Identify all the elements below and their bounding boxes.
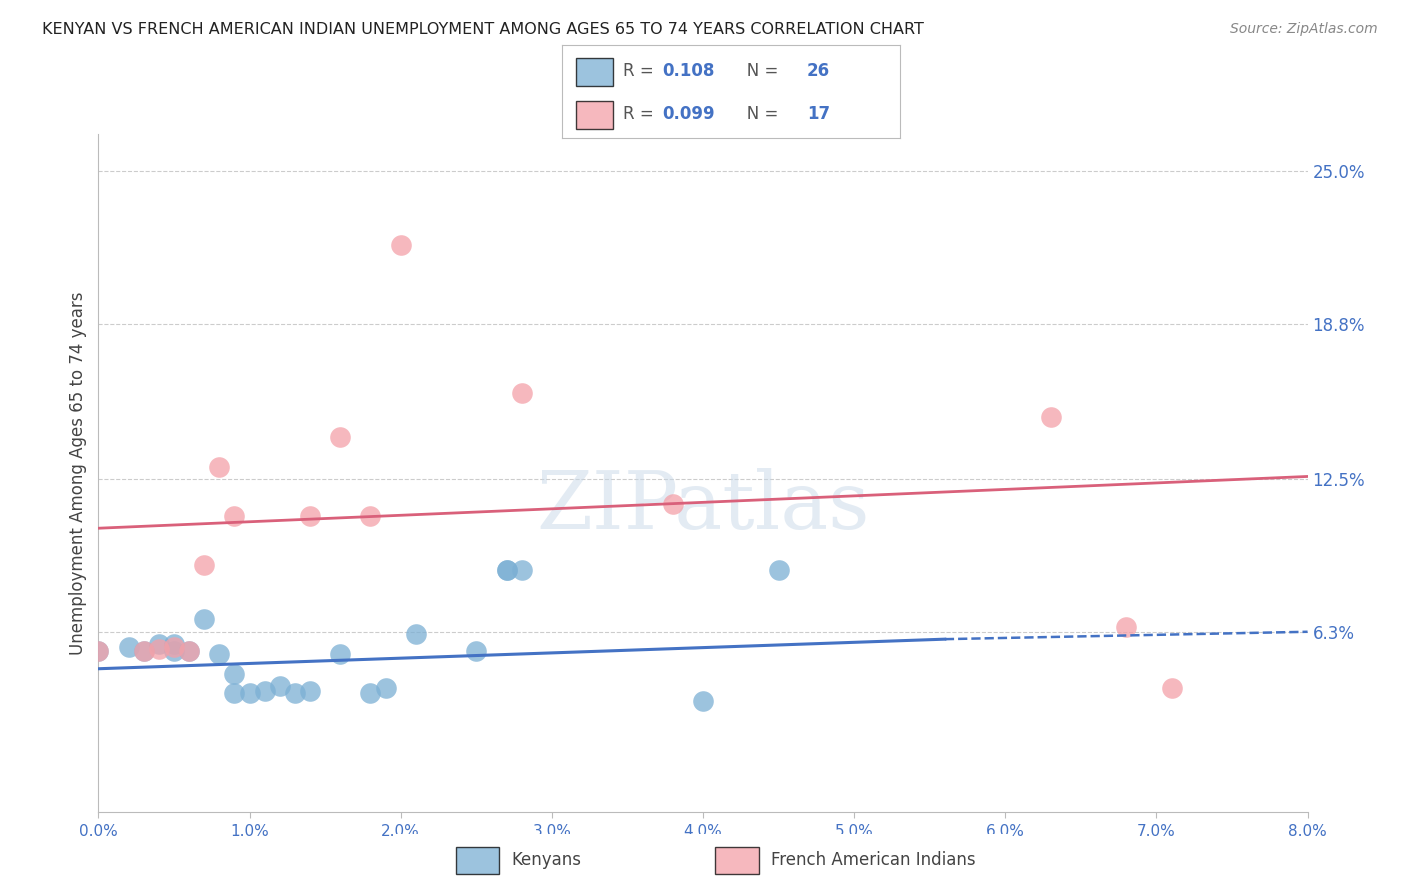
Point	[179, 644, 201, 658]
Text: 17: 17	[807, 105, 830, 123]
Point	[208, 459, 231, 474]
Point	[465, 644, 488, 658]
Text: N =: N =	[731, 62, 783, 79]
Text: KENYAN VS FRENCH AMERICAN INDIAN UNEMPLOYMENT AMONG AGES 65 TO 74 YEARS CORRELAT: KENYAN VS FRENCH AMERICAN INDIAN UNEMPLO…	[42, 22, 924, 37]
Point	[239, 686, 262, 700]
Point	[193, 558, 215, 573]
Point	[1039, 410, 1062, 425]
Point	[132, 644, 155, 658]
FancyBboxPatch shape	[456, 847, 499, 874]
Point	[179, 644, 201, 658]
Point	[118, 640, 141, 654]
Point	[1115, 620, 1137, 634]
Point	[224, 666, 246, 681]
FancyBboxPatch shape	[576, 101, 613, 129]
Point	[495, 563, 517, 577]
Text: 26: 26	[807, 62, 830, 79]
Point	[389, 237, 412, 252]
Text: ZIPatlas: ZIPatlas	[536, 467, 870, 546]
Text: N =: N =	[731, 105, 783, 123]
Text: French American Indians: French American Indians	[770, 851, 976, 869]
Point	[692, 694, 714, 708]
Point	[87, 644, 110, 658]
Point	[87, 644, 110, 658]
Text: Kenyans: Kenyans	[512, 851, 581, 869]
Point	[768, 563, 790, 577]
Point	[132, 644, 155, 658]
Point	[148, 642, 170, 657]
Point	[269, 679, 291, 693]
Text: R =: R =	[623, 62, 659, 79]
Point	[253, 684, 276, 698]
FancyBboxPatch shape	[716, 847, 759, 874]
Point	[224, 686, 246, 700]
Point	[224, 508, 246, 523]
Point	[405, 627, 427, 641]
Point	[299, 684, 322, 698]
Point	[360, 686, 382, 700]
Y-axis label: Unemployment Among Ages 65 to 74 years: Unemployment Among Ages 65 to 74 years	[69, 291, 87, 655]
Point	[510, 563, 533, 577]
Text: R =: R =	[623, 105, 659, 123]
Point	[163, 640, 186, 654]
Text: Source: ZipAtlas.com: Source: ZipAtlas.com	[1230, 22, 1378, 37]
Point	[374, 681, 396, 696]
Point	[329, 430, 352, 444]
Text: 0.108: 0.108	[662, 62, 714, 79]
Text: 0.099: 0.099	[662, 105, 714, 123]
Point	[208, 647, 231, 661]
Point	[510, 385, 533, 400]
Point	[299, 508, 322, 523]
Point	[163, 644, 186, 658]
Point	[662, 497, 685, 511]
Point	[193, 612, 215, 626]
Point	[148, 637, 170, 651]
Point	[1160, 681, 1182, 696]
Point	[495, 563, 517, 577]
Point	[163, 637, 186, 651]
FancyBboxPatch shape	[576, 58, 613, 86]
Point	[284, 686, 307, 700]
Point	[360, 508, 382, 523]
Point	[329, 647, 352, 661]
